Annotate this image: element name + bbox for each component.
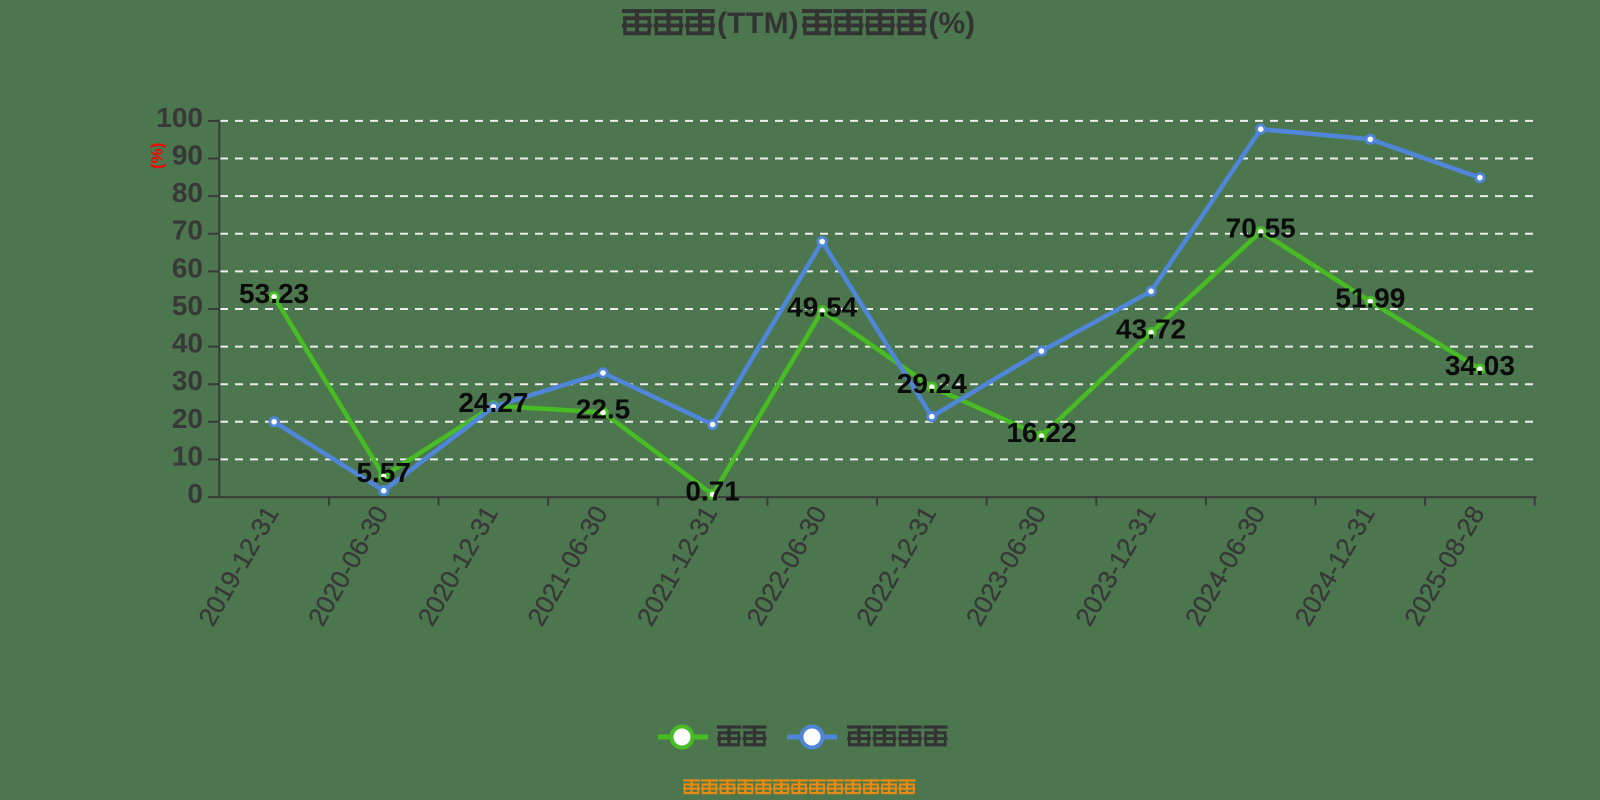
svg-text:70: 70 <box>172 215 203 246</box>
svg-text:22.5: 22.5 <box>576 393 631 424</box>
svg-text:(TTM): (TTM) <box>717 7 799 40</box>
svg-text:2025-08-28: 2025-08-28 <box>1398 501 1490 631</box>
svg-text:2024-06-30: 2024-06-30 <box>1179 501 1271 631</box>
svg-text:2019-12-31: 2019-12-31 <box>192 501 284 631</box>
svg-text:30: 30 <box>172 365 203 396</box>
svg-text:43.72: 43.72 <box>1116 314 1186 345</box>
svg-text:24.27: 24.27 <box>458 387 528 418</box>
svg-text:2020-12-31: 2020-12-31 <box>411 501 503 631</box>
svg-text:53.23: 53.23 <box>239 278 309 309</box>
svg-text:(%): (%) <box>929 7 976 40</box>
svg-text:50: 50 <box>172 290 203 321</box>
svg-text:40: 40 <box>172 328 203 359</box>
svg-text:49.54: 49.54 <box>787 292 857 323</box>
svg-text:100: 100 <box>156 102 203 133</box>
svg-text:10: 10 <box>172 440 203 471</box>
svg-text:20: 20 <box>172 403 203 434</box>
svg-text:2022-12-31: 2022-12-31 <box>850 501 942 631</box>
svg-text:2020-06-30: 2020-06-30 <box>302 501 394 631</box>
svg-text:2023-06-30: 2023-06-30 <box>960 501 1052 631</box>
svg-text:60: 60 <box>172 252 203 283</box>
svg-text:16.22: 16.22 <box>1006 417 1076 448</box>
svg-text:(%): (%) <box>148 143 167 169</box>
svg-text:2024-12-31: 2024-12-31 <box>1288 501 1380 631</box>
svg-text:0: 0 <box>187 478 203 509</box>
svg-text:70.55: 70.55 <box>1226 213 1296 244</box>
svg-text:51.99: 51.99 <box>1335 283 1405 314</box>
svg-text:0.71: 0.71 <box>685 475 740 506</box>
svg-text:29.24: 29.24 <box>897 368 967 399</box>
svg-text:90: 90 <box>172 140 203 171</box>
svg-text:2021-06-30: 2021-06-30 <box>521 501 613 631</box>
svg-text:34.03: 34.03 <box>1445 350 1515 381</box>
svg-text:2023-12-31: 2023-12-31 <box>1069 501 1161 631</box>
svg-text:2021-12-31: 2021-12-31 <box>631 501 723 631</box>
svg-text:5.57: 5.57 <box>356 457 411 488</box>
svg-text:80: 80 <box>172 177 203 208</box>
svg-text:2022-06-30: 2022-06-30 <box>740 501 832 631</box>
